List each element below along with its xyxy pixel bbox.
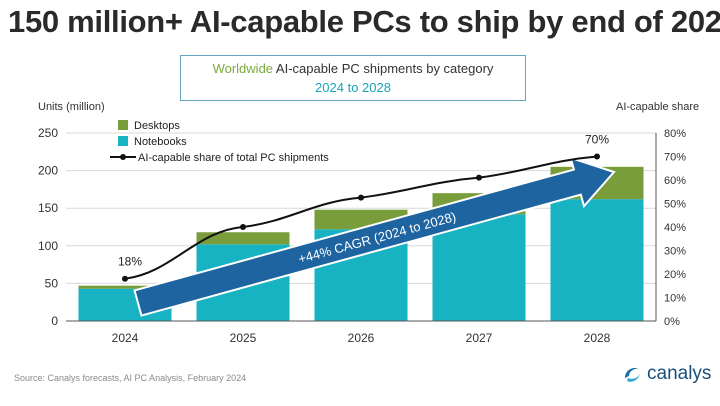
y-right-tick-label: 40% (664, 222, 686, 234)
y-right-tick-label: 0% (664, 316, 680, 328)
y-right-tick-label: 20% (664, 269, 686, 281)
share-data-label: 18% (118, 255, 142, 269)
share-line-layer: 18% 70% (118, 133, 609, 282)
y-right-tick-label: 60% (664, 175, 686, 187)
cagr-arrow-shape (133, 156, 616, 317)
share-data-label: 70% (585, 133, 609, 147)
x-tick-label: 2028 (584, 331, 611, 345)
bar-desktops (78, 285, 172, 289)
legend: Desktops Notebooks AI-capable share of tot… (110, 120, 329, 164)
y-axis-title: Units (million) (38, 101, 105, 113)
y-tick-label: 100 (38, 239, 58, 253)
share-point (594, 153, 600, 160)
subtitle-highlight: Worldwide (212, 61, 274, 76)
y-right-axis-title: AI-capable share (616, 101, 699, 113)
source-note: Source: Canalys forecasts, AI PC Analysi… (14, 373, 247, 383)
share-point (476, 174, 482, 181)
bar-notebooks (550, 199, 644, 321)
chart-subtitle-box: Worldwide AI-capable PC shipments by cat… (180, 55, 526, 101)
y-tick-label: 0 (51, 314, 58, 328)
y-right-tick-label: 10% (664, 293, 686, 305)
share-point (358, 194, 364, 201)
share-point (240, 224, 246, 230)
x-tick-label: 2025 (230, 331, 257, 345)
share-point (122, 275, 128, 282)
x-tick-label: 2026 (348, 331, 375, 345)
subtitle-years: 2024 to 2028 (315, 80, 391, 95)
subtitle-text: AI-capable PC shipments by category (273, 61, 494, 76)
legend-label-desktops: Desktops (134, 120, 180, 132)
y-right-tick-label: 50% (664, 199, 686, 211)
x-tick-label: 2024 (112, 331, 139, 345)
logo-word: canalys (647, 363, 712, 384)
page-title: 150 million+ AI-capable PCs to ship by e… (8, 4, 720, 39)
y-tick-label: 200 (38, 164, 58, 178)
y-right-tick-label: 70% (664, 152, 686, 164)
y-tick-label: 250 (38, 126, 58, 140)
canalys-logo: canalys (621, 362, 711, 386)
legend-swatch-desktops (118, 120, 128, 130)
bar-desktops (196, 232, 290, 245)
legend-swatch-notebooks (118, 136, 128, 146)
y-right-tick-label: 30% (664, 246, 686, 258)
y-tick-label: 50 (45, 276, 59, 290)
canalys-swirl-icon (625, 368, 640, 382)
x-tick-label: 2027 (466, 331, 493, 345)
axes-layer: 0 50 100 150 200 250 0% 10% 20% 30% 40% 50% 60% 70% 80… (38, 101, 699, 345)
y-tick-label: 150 (38, 201, 58, 215)
legend-label-share: AI-capable share of total PC shipments (138, 152, 329, 164)
legend-marker-share (120, 154, 126, 160)
legend-label-notebooks: Notebooks (134, 136, 187, 148)
y-right-tick-label: 80% (664, 128, 686, 140)
